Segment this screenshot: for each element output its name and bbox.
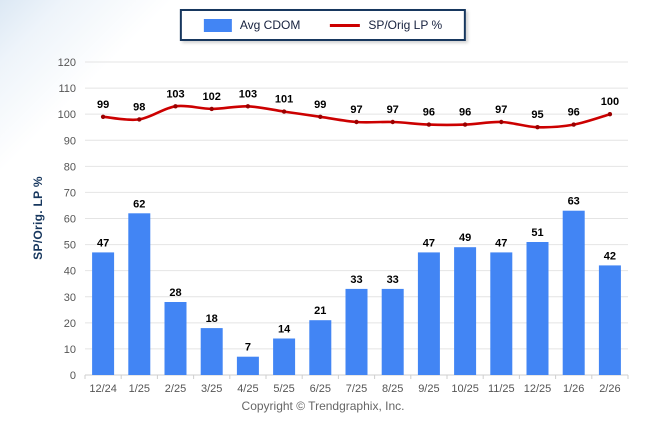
bar-value-label: 49 (459, 232, 471, 244)
y-tick-label: 80 (64, 161, 76, 173)
line-point-marker (499, 119, 504, 125)
y-tick-label: 120 (58, 57, 76, 69)
y-tick-label: 70 (64, 187, 76, 199)
line-value-label: 96 (423, 107, 435, 119)
x-tick-label: 9/25 (418, 383, 439, 395)
y-tick-label: 10 (64, 344, 76, 356)
legend-item-sp-orig-lp: SP/Orig LP % (330, 18, 442, 32)
line-value-label: 95 (531, 109, 543, 121)
bar (92, 252, 115, 375)
bar (273, 338, 296, 375)
y-tick-label: 0 (70, 370, 76, 382)
line-point-marker (607, 112, 613, 117)
line-point-marker (173, 104, 178, 109)
line-value-label: 96 (459, 107, 471, 119)
bar (164, 302, 187, 375)
x-tick-label: 8/25 (382, 383, 403, 395)
bar-value-label: 18 (206, 313, 218, 325)
bar-value-label: 7 (245, 342, 251, 354)
line-value-label: 103 (239, 88, 257, 100)
line-value-label: 98 (133, 101, 145, 113)
x-tick-label: 7/25 (346, 383, 367, 395)
legend-label: SP/Orig LP % (368, 18, 443, 32)
x-tick-label: 2/26 (599, 383, 620, 395)
bar-value-label: 62 (133, 198, 145, 210)
line-point-marker (137, 117, 142, 122)
bar-value-label: 14 (278, 323, 291, 335)
y-tick-label: 100 (58, 109, 76, 121)
line-point-marker (209, 106, 214, 112)
bar-value-label: 51 (531, 227, 543, 239)
line-point-marker (390, 119, 395, 125)
y-tick-label: 60 (64, 214, 76, 226)
chart-legend: Avg CDOM SP/Orig LP % (179, 9, 467, 41)
x-tick-label: 6/25 (310, 383, 331, 395)
y-tick-label: 30 (64, 292, 76, 304)
x-tick-label: 12/25 (524, 383, 552, 395)
line-point-marker (245, 104, 251, 109)
bar (309, 320, 332, 375)
line-value-label: 100 (601, 96, 619, 108)
bar (128, 213, 151, 375)
bar-value-label: 42 (604, 250, 616, 262)
bar-value-label: 47 (423, 237, 435, 249)
line-value-label: 97 (495, 104, 507, 116)
y-tick-label: 110 (58, 83, 76, 95)
line-value-label: 102 (203, 91, 221, 103)
line-point-marker (535, 125, 540, 130)
x-tick-label: 2/25 (165, 383, 186, 395)
line-value-label: 103 (166, 88, 184, 100)
bar (417, 252, 440, 375)
y-tick-label: 90 (64, 135, 76, 147)
bar-value-label: 63 (568, 196, 580, 208)
line-value-label: 99 (314, 99, 326, 111)
x-tick-label: 1/26 (563, 383, 584, 395)
line-value-label: 96 (568, 107, 580, 119)
line-value-label: 101 (275, 94, 293, 106)
bar-value-label: 33 (350, 274, 362, 286)
bar-value-label: 28 (169, 287, 181, 299)
bar (490, 252, 513, 375)
bar (200, 328, 223, 375)
y-tick-label: 40 (64, 266, 76, 278)
bar-value-label: 47 (495, 237, 507, 249)
line-value-label: 99 (97, 99, 109, 111)
bar-series-swatch (203, 18, 232, 32)
legend-item-avg-cdom: Avg CDOM (203, 18, 301, 32)
legend-label: Avg CDOM (239, 18, 301, 32)
bar (598, 265, 621, 375)
copyright-text: Copyright © Trendgraphix, Inc. (241, 399, 405, 413)
x-tick-label: 12/24 (89, 383, 117, 395)
line-point-marker (318, 114, 323, 120)
x-tick-label: 11/25 (488, 383, 515, 395)
bar (381, 288, 404, 375)
y-tick-label: 20 (64, 318, 76, 330)
line-value-label: 97 (350, 104, 362, 116)
x-tick-label: 5/25 (273, 383, 294, 395)
line-point-marker (354, 119, 359, 125)
bar (345, 288, 368, 375)
bar (236, 356, 259, 375)
line-point-marker (100, 114, 106, 120)
x-tick-label: 10/25 (451, 383, 479, 395)
bar (526, 242, 549, 375)
bar-value-label: 21 (314, 305, 326, 317)
x-tick-label: 3/25 (201, 383, 222, 395)
line-value-label: 97 (387, 104, 399, 116)
x-tick-label: 1/25 (129, 383, 150, 395)
bar-value-label: 33 (387, 274, 399, 286)
bar-value-label: 47 (97, 237, 109, 249)
bar (454, 247, 477, 375)
line-point-marker (426, 122, 432, 127)
line-point-marker (281, 109, 287, 114)
x-tick-label: 4/25 (237, 383, 258, 395)
line-series-swatch (330, 23, 361, 27)
y-tick-label: 50 (64, 240, 76, 252)
line-point-marker (571, 122, 576, 127)
bar (562, 210, 585, 375)
line-point-marker (462, 122, 468, 127)
